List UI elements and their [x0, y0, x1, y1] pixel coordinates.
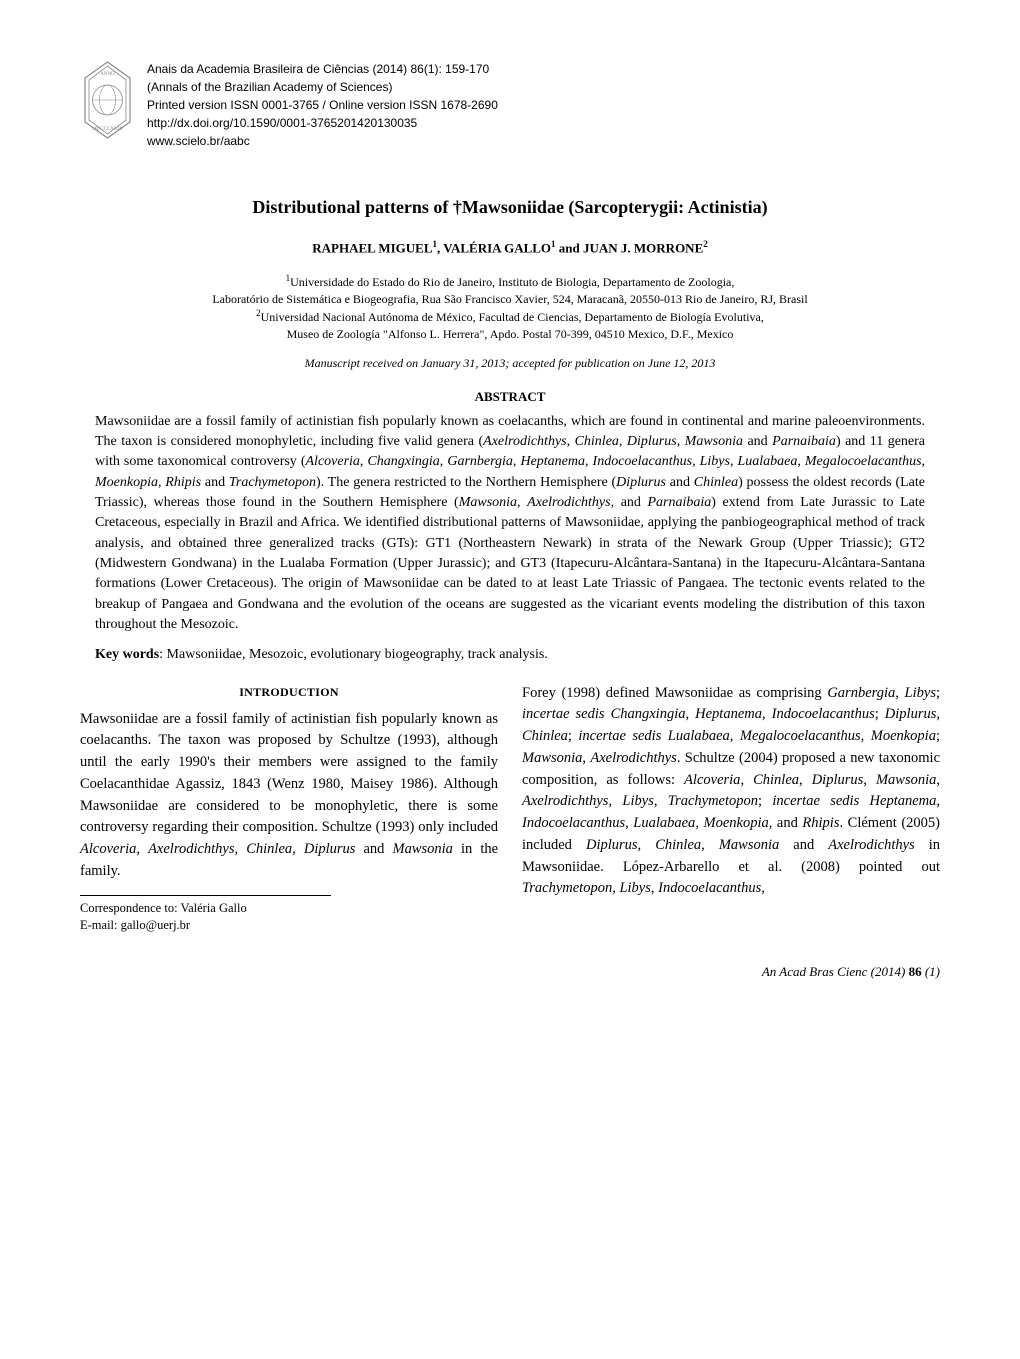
body-columns: INTRODUCTION Mawsoniidae are a fossil fa… [80, 683, 940, 935]
journal-logo-icon: ANNO MDCCCXXIX [80, 60, 135, 147]
affiliations: 1Universidade do Estado do Rio de Janeir… [80, 272, 940, 343]
pub-url-line: www.scielo.br/aabc [147, 132, 498, 150]
pub-journal-line: Anais da Academia Brasileira de Ciências… [147, 60, 498, 78]
correspondence-name: Correspondence to: Valéria Gallo [80, 900, 331, 918]
manuscript-date: Manuscript received on January 31, 2013;… [80, 355, 940, 372]
abstract-text: Mawsoniidae are a fossil family of actin… [95, 412, 925, 635]
keywords-label: Key words [95, 647, 159, 662]
header-block: ANNO MDCCCXXIX Anais da Academia Brasile… [80, 60, 940, 150]
svg-text:MDCCCXXIX: MDCCCXXIX [92, 127, 123, 132]
keywords-block: Key words: Mawsoniidae, Mesozoic, evolut… [95, 645, 925, 665]
pub-annals-line: (Annals of the Brazilian Academy of Scie… [147, 78, 498, 96]
publication-info: Anais da Academia Brasileira de Ciências… [147, 60, 498, 150]
affiliation-2b: Museo de Zoología "Alfonso L. Herrera", … [80, 326, 940, 343]
svg-text:ANNO: ANNO [100, 72, 115, 77]
authors-list: RAPHAEL MIGUEL1, VALÉRIA GALLO1 and JUAN… [80, 238, 940, 258]
article-title: Distributional patterns of †Mawsoniidae … [80, 195, 940, 220]
abstract-heading: ABSTRACT [80, 388, 940, 406]
right-column: Forey (1998) defined Mawsoniidae as comp… [522, 683, 940, 935]
correspondence-email: E-mail: gallo@uerj.br [80, 917, 331, 935]
affiliation-1b: Laboratório de Sistemática e Biogeografi… [80, 291, 940, 308]
introduction-heading: INTRODUCTION [80, 683, 498, 701]
pub-doi-line: http://dx.doi.org/10.1590/0001-376520142… [147, 114, 498, 132]
intro-paragraph-right: Forey (1998) defined Mawsoniidae as comp… [522, 683, 940, 901]
affiliation-1a: 1Universidade do Estado do Rio de Janeir… [80, 272, 940, 291]
pub-issn-line: Printed version ISSN 0001-3765 / Online … [147, 96, 498, 114]
keywords-text: : Mawsoniidae, Mesozoic, evolutionary bi… [159, 647, 548, 662]
page-footer: An Acad Bras Cienc (2014) 86 (1) [80, 963, 940, 981]
correspondence-block: Correspondence to: Valéria Gallo E-mail:… [80, 895, 331, 935]
affiliation-2a: 2Universidad Nacional Autónoma de México… [80, 307, 940, 326]
left-column: INTRODUCTION Mawsoniidae are a fossil fa… [80, 683, 498, 935]
intro-paragraph-left: Mawsoniidae are a fossil family of actin… [80, 709, 498, 883]
